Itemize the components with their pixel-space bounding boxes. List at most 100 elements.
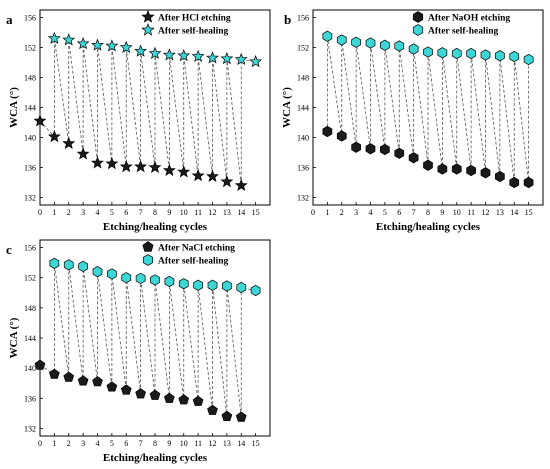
y-tick-label: 140 (24, 134, 36, 143)
x-tick-label: 6 (397, 208, 401, 217)
x-tick-label: 14 (237, 439, 245, 448)
data-point-healing (351, 36, 361, 48)
data-point-etching (351, 141, 361, 153)
y-axis-title: WCA (°) (8, 87, 20, 128)
y-tick-label: 136 (24, 394, 36, 403)
data-point-healing (523, 53, 534, 66)
x-tick-label: 2 (340, 208, 344, 217)
x-tick-label: 7 (412, 208, 416, 217)
y-tick-label: 132 (24, 194, 36, 203)
y-tick-label: 132 (297, 194, 309, 203)
data-point-healing (150, 274, 160, 286)
zigzag-connector (326, 36, 530, 183)
data-point-healing (91, 38, 104, 51)
panel-letter: b (284, 12, 291, 27)
y-tick-label: 140 (297, 134, 309, 143)
x-tick-label: 14 (510, 208, 518, 217)
y-tick-label: 136 (24, 164, 36, 173)
data-point-etching (206, 169, 219, 182)
data-point-etching (408, 152, 419, 164)
data-point-etching (220, 174, 234, 188)
data-point-healing (164, 275, 175, 288)
chart-panel-b: b0 1 2 3 4 5 6 7 8 9 10 11 12 13 14 1513213614014414815… (281, 9, 544, 233)
data-point-healing (365, 37, 376, 49)
data-point-healing (336, 34, 347, 46)
y-tick-label: 140 (24, 364, 36, 373)
data-point-healing (121, 272, 132, 284)
y-tick-label: 152 (297, 44, 309, 53)
data-point-etching (191, 168, 205, 182)
x-tick-label: 7 (139, 208, 143, 217)
x-tick-label: 12 (209, 208, 217, 217)
data-point-etching (148, 160, 162, 173)
data-point-etching (466, 164, 476, 177)
data-point-healing (380, 39, 390, 51)
y-tick-label: 132 (24, 424, 36, 433)
legend-marker (412, 24, 424, 36)
data-point-etching (235, 411, 247, 422)
plot-frame (39, 239, 271, 437)
y-tick-label: 152 (24, 44, 36, 53)
x-tick-label: 7 (139, 439, 143, 448)
data-point-healing (191, 49, 205, 62)
data-point-etching (192, 395, 204, 406)
x-tick-label: 14 (237, 208, 245, 217)
data-point-healing (234, 52, 248, 65)
legend-marker (412, 11, 424, 23)
x-tick-label: 4 (96, 208, 100, 217)
data-point-etching (394, 147, 405, 159)
y-tick-label: 156 (24, 244, 36, 253)
data-point-etching (495, 170, 505, 183)
data-point-etching (162, 163, 176, 176)
legend-label: After HCl etching (158, 14, 231, 24)
data-point-healing (408, 43, 419, 55)
x-tick-label: 11 (467, 208, 475, 217)
y-tick-label: 144 (297, 104, 309, 113)
legend-marker (142, 241, 154, 252)
x-tick-label: 4 (369, 208, 373, 217)
data-point-healing (250, 284, 261, 297)
x-tick-label: 8 (153, 208, 157, 217)
y-tick-label: 152 (24, 274, 36, 283)
legend-label: After self-healing (428, 27, 499, 37)
data-point-etching (76, 147, 90, 160)
x-tick-label: 1 (52, 208, 56, 217)
data-point-etching (451, 163, 462, 175)
data-point-etching (322, 125, 333, 138)
x-tick-label: 8 (426, 208, 430, 217)
data-point-healing (63, 259, 74, 271)
data-point-healing (92, 266, 103, 278)
chart-panel-c: c0 1 2 3 4 5 6 7 8 9 10 11 12 13 14 1513213614014414815… (6, 239, 271, 464)
data-point-healing (134, 44, 148, 57)
x-tick-label: 15 (252, 439, 260, 448)
legend-label: After self-healing (158, 257, 229, 267)
y-axis-title: WCA (°) (281, 87, 293, 128)
data-point-etching (63, 371, 75, 382)
data-point-etching (77, 375, 89, 386)
data-point-etching (33, 114, 47, 127)
data-point-healing (62, 33, 76, 46)
data-point-healing (178, 278, 189, 290)
data-point-etching (91, 156, 104, 169)
data-point-healing (47, 31, 61, 44)
x-tick-label: 5 (110, 439, 114, 448)
y-tick-label: 148 (24, 304, 36, 313)
data-point-healing (148, 46, 162, 59)
data-point-etching (120, 384, 132, 395)
legend-label: After NaCl etching (158, 244, 235, 254)
data-point-healing (394, 40, 405, 52)
x-tick-label: 5 (383, 208, 387, 217)
x-tick-label: 0 (311, 208, 315, 217)
data-point-healing (322, 30, 333, 42)
legend-marker (142, 254, 154, 266)
x-axis-title: Etching/healing cycles (376, 221, 481, 233)
data-point-etching (221, 410, 233, 421)
data-point-etching (177, 165, 191, 178)
x-tick-label: 1 (325, 208, 329, 217)
x-axis-title: Etching/healing cycles (103, 452, 208, 464)
data-point-healing (107, 268, 117, 280)
data-point-healing (249, 54, 263, 68)
data-point-healing (105, 39, 119, 52)
data-point-healing (177, 48, 191, 62)
data-point-etching (336, 130, 347, 142)
